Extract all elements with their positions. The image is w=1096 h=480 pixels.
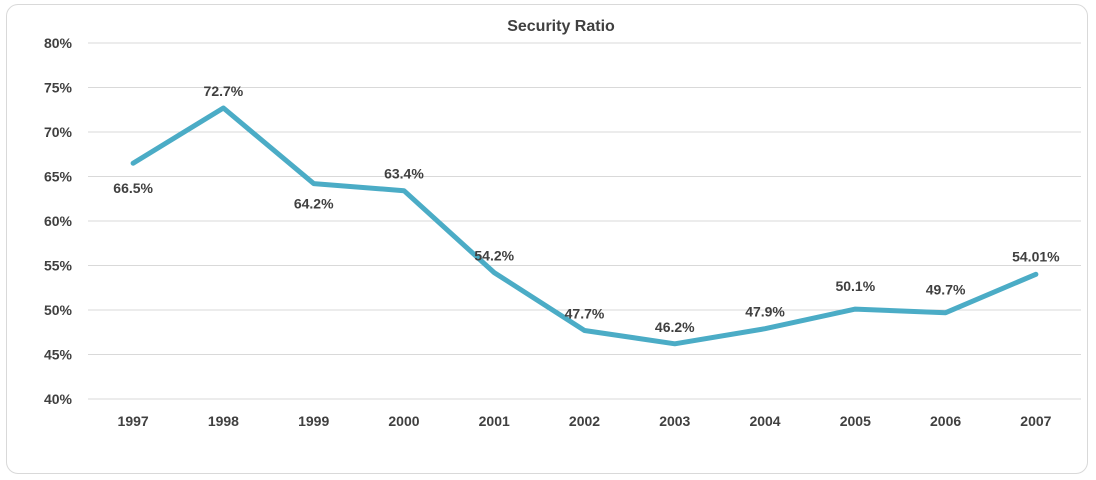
series-layer <box>130 105 1039 347</box>
data-label: 66.5% <box>113 180 153 196</box>
data-label: 54.01% <box>1012 248 1060 264</box>
chart-title: Security Ratio <box>507 18 615 35</box>
x-tick-label: 2003 <box>659 413 690 429</box>
x-tick-label: 2006 <box>930 413 961 429</box>
data-label: 50.1% <box>835 278 875 294</box>
data-label: 46.2% <box>655 319 695 335</box>
y-tick-label: 80% <box>44 35 73 51</box>
data-label: 47.7% <box>565 305 605 321</box>
gridlines <box>88 42 1081 400</box>
data-label: 49.7% <box>926 282 966 298</box>
x-tick-label: 2002 <box>569 413 600 429</box>
x-axis-ticks: 1997 1998 1999 2000 2001 2002 2003 2004 2005 2006… <box>118 413 1052 429</box>
x-tick-label: 1999 <box>298 413 329 429</box>
y-tick-label: 60% <box>44 213 73 229</box>
x-tick-label: 1998 <box>208 413 239 429</box>
series-line <box>130 105 1039 347</box>
x-tick-label: 2004 <box>749 413 780 429</box>
data-label: 63.4% <box>384 166 424 182</box>
y-tick-label: 55% <box>44 258 73 274</box>
x-tick-label: 2000 <box>388 413 419 429</box>
data-label: 54.2% <box>474 248 514 264</box>
y-axis-ticks: 40% 45% 50% 55% 60% 65% 70% 75% 80% <box>44 35 73 407</box>
data-label: 72.7% <box>204 83 244 99</box>
data-label: 64.2% <box>294 196 334 212</box>
x-tick-label: 2001 <box>479 413 510 429</box>
y-tick-label: 50% <box>44 302 73 318</box>
chart-frame <box>6 4 1088 474</box>
x-tick-label: 2005 <box>840 413 871 429</box>
y-tick-label: 65% <box>44 169 73 185</box>
y-tick-label: 40% <box>44 391 73 407</box>
data-label: 47.9% <box>745 304 785 320</box>
data-labels: 66.5% 72.7% 64.2% 63.4% 54.2% 47.7% 46.2% 47.9%… <box>113 83 1060 335</box>
y-tick-label: 45% <box>44 347 73 363</box>
y-tick-label: 75% <box>44 80 73 96</box>
y-tick-label: 70% <box>44 124 73 140</box>
x-tick-label: 2007 <box>1020 413 1051 429</box>
x-tick-label: 1997 <box>118 413 149 429</box>
